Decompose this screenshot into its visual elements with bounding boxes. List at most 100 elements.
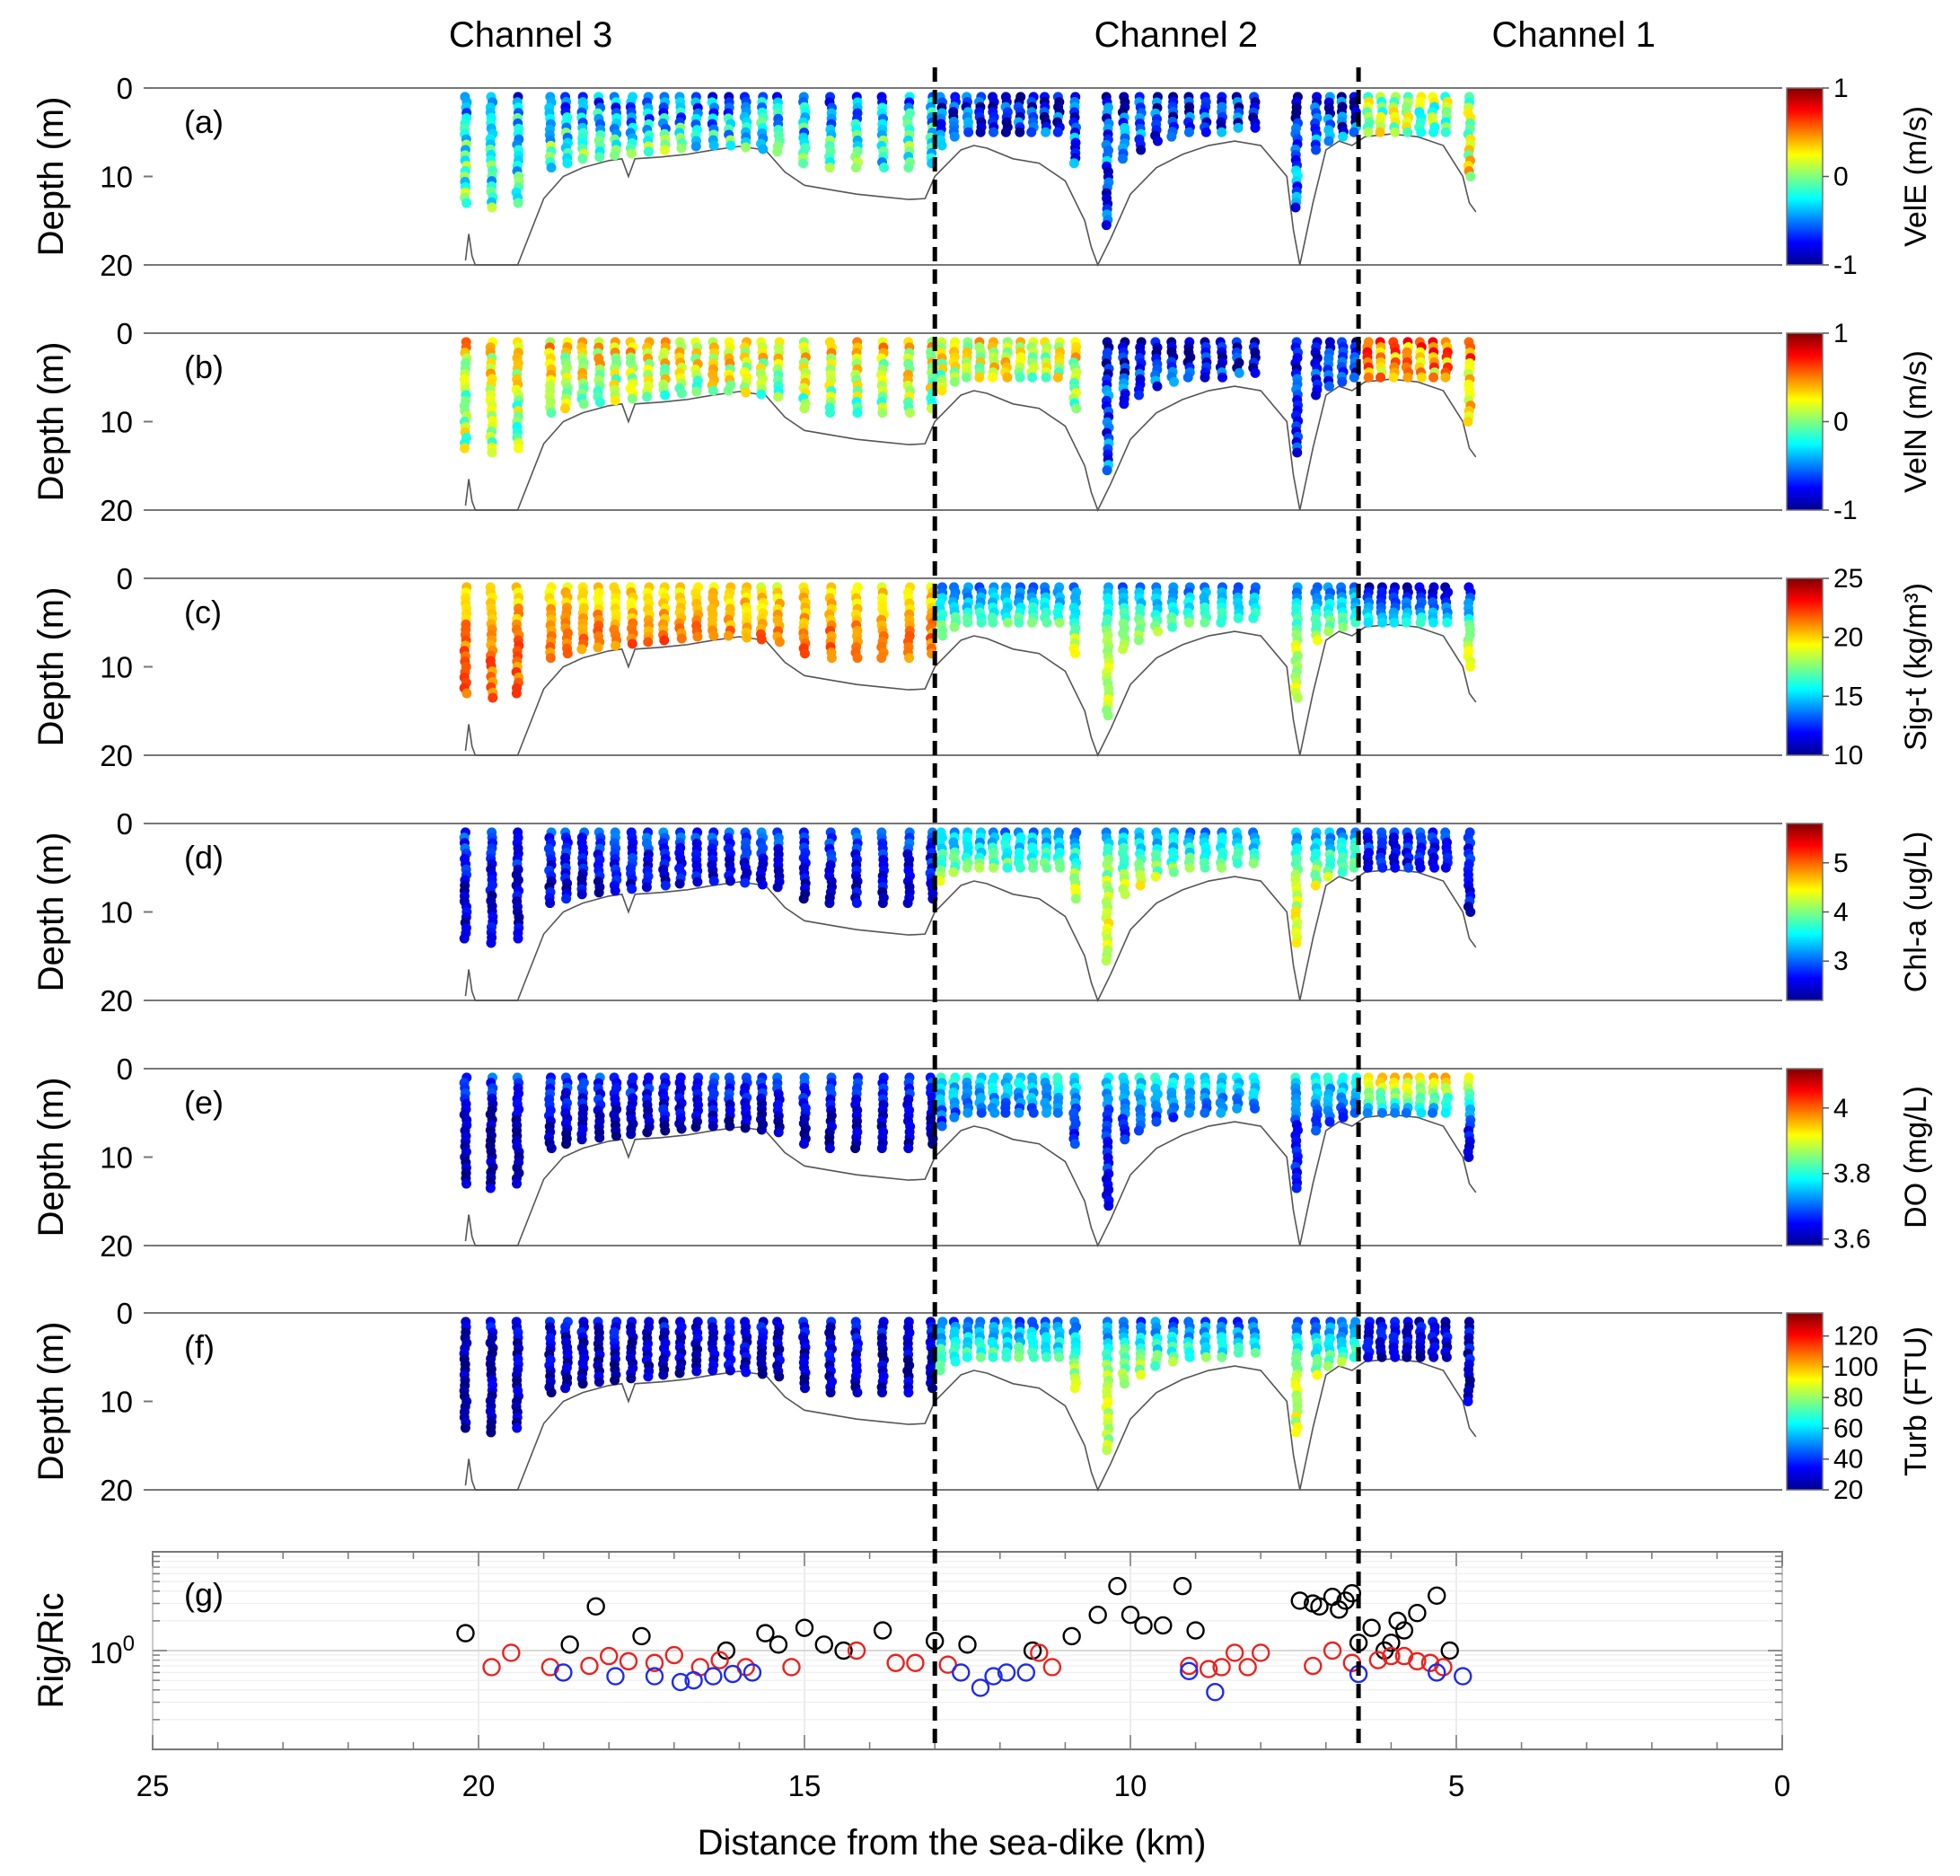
ri-point xyxy=(938,1655,957,1674)
profile-dot xyxy=(877,408,888,418)
ri-point xyxy=(632,1626,651,1646)
profile-dot xyxy=(1216,1107,1226,1118)
profile-dot xyxy=(1440,1107,1451,1118)
profile-dot xyxy=(660,1125,671,1136)
profile-dot xyxy=(1248,612,1259,623)
profile-dot xyxy=(660,880,671,891)
ri-point xyxy=(1154,1616,1173,1635)
profile-dot xyxy=(824,163,835,173)
ri-point xyxy=(984,1667,1003,1686)
colorbar-label: DO (mg/L) xyxy=(1899,1086,1933,1229)
depth-tick-label: 20 xyxy=(100,249,133,282)
profile-dot xyxy=(676,633,687,644)
ri-point xyxy=(769,1635,788,1654)
profile-dot xyxy=(1323,871,1333,882)
profile-dot xyxy=(1184,1352,1195,1362)
colorbar-a: 1 0 -1 VelE (m/s) xyxy=(1786,74,1933,280)
profile-dot xyxy=(1233,122,1244,133)
profile-dot xyxy=(1338,131,1349,142)
profile-dot xyxy=(1054,617,1065,628)
colorbar-e: 4 3.8 3.6 DO (mg/L) xyxy=(1786,1068,1933,1255)
ri-point xyxy=(1199,1660,1218,1678)
profile-dot xyxy=(610,150,620,161)
ri-point xyxy=(886,1653,905,1672)
profile-dot xyxy=(824,1143,835,1154)
profile-dot xyxy=(935,1365,945,1376)
profile-dot xyxy=(1117,154,1128,164)
profile-dot xyxy=(961,372,971,383)
x-tick-label: 25 xyxy=(136,1769,170,1802)
ri-point xyxy=(554,1663,573,1682)
profile-dot xyxy=(1338,1112,1349,1123)
profile-dot xyxy=(676,388,687,399)
profile-dot xyxy=(674,878,685,889)
profile-dot xyxy=(1150,871,1161,882)
depth-axis-label: Depth (m) xyxy=(31,587,71,747)
profile-dot xyxy=(1200,1107,1210,1118)
profile-dot xyxy=(1376,1107,1387,1118)
profile-dot xyxy=(562,158,573,169)
profile-dot xyxy=(561,1139,572,1149)
profile-dot xyxy=(1323,626,1334,637)
profile-dot xyxy=(1429,862,1440,873)
profile-dot xyxy=(976,1107,987,1118)
profile-dot xyxy=(1401,617,1411,628)
profile-dot xyxy=(1233,612,1244,623)
richardson-panel: 100 Rig/Ric (g) xyxy=(31,1551,1783,1750)
profile-dot xyxy=(1441,1352,1452,1362)
colorbar-tick-label: 5 xyxy=(1833,849,1849,878)
colorbar-tick-label: 1 xyxy=(1833,74,1849,103)
ri-point xyxy=(1394,1621,1414,1640)
profile-dot xyxy=(723,385,734,396)
profile-dot xyxy=(1052,372,1063,383)
colorbar-tick-label: 1 xyxy=(1833,319,1849,348)
ri-point xyxy=(1173,1576,1192,1596)
profile-dot xyxy=(975,1352,986,1362)
profile-dot xyxy=(627,884,637,894)
depth-tick-label: 0 xyxy=(117,1297,133,1330)
depth-tick-label: 0 xyxy=(117,317,133,350)
profile-dot xyxy=(879,163,890,173)
ri-point xyxy=(1206,1683,1225,1702)
profile-dot xyxy=(974,862,985,873)
ri-point xyxy=(1368,1651,1388,1669)
profile-dot xyxy=(1463,1396,1473,1406)
profile-dot xyxy=(1027,372,1038,383)
profile-dot xyxy=(988,617,998,628)
profile-dot xyxy=(1120,1134,1130,1145)
ri-point xyxy=(664,1645,683,1665)
profile-dot xyxy=(988,862,998,873)
profile-dot xyxy=(799,648,810,659)
profile-dots xyxy=(459,582,1476,721)
profile-dot xyxy=(1428,1352,1439,1362)
profile-dot xyxy=(658,1370,669,1380)
ri-point xyxy=(1408,1603,1427,1623)
profile-dot xyxy=(1375,127,1385,137)
profile-dot xyxy=(1388,372,1399,383)
ri-point xyxy=(1088,1606,1107,1625)
profile-dot xyxy=(1042,862,1052,873)
profile-dot xyxy=(1015,127,1025,137)
profile-dot xyxy=(1323,381,1334,392)
profile-dot xyxy=(1002,617,1013,628)
colorbar-tick-label: 3 xyxy=(1833,947,1849,976)
profile-dot xyxy=(1217,862,1227,873)
profile-dot xyxy=(513,443,523,454)
ri-point xyxy=(1251,1643,1270,1662)
ri-point xyxy=(723,1664,743,1684)
profile-dots xyxy=(459,1317,1475,1456)
panel-tag: (e) xyxy=(184,1084,224,1121)
profile-dot xyxy=(593,1377,604,1387)
profile-dot xyxy=(1376,1352,1387,1362)
colorbar-label: VelE (m/s) xyxy=(1899,106,1933,247)
profile-dot xyxy=(1002,862,1013,873)
profile-dot xyxy=(1119,1378,1129,1389)
ri-point xyxy=(1428,1663,1446,1682)
colorbar-c: 25 20 15 10 Sig-t (kg/m³) xyxy=(1786,564,1933,771)
profile-dot xyxy=(975,127,986,137)
depth-tick-label: 10 xyxy=(100,1386,133,1419)
depth-tick-label: 10 xyxy=(100,406,133,439)
ri-y-axis-label: Rig/Ric xyxy=(31,1593,71,1709)
profile-dot xyxy=(936,140,947,151)
bathymetry-line xyxy=(464,378,1477,513)
